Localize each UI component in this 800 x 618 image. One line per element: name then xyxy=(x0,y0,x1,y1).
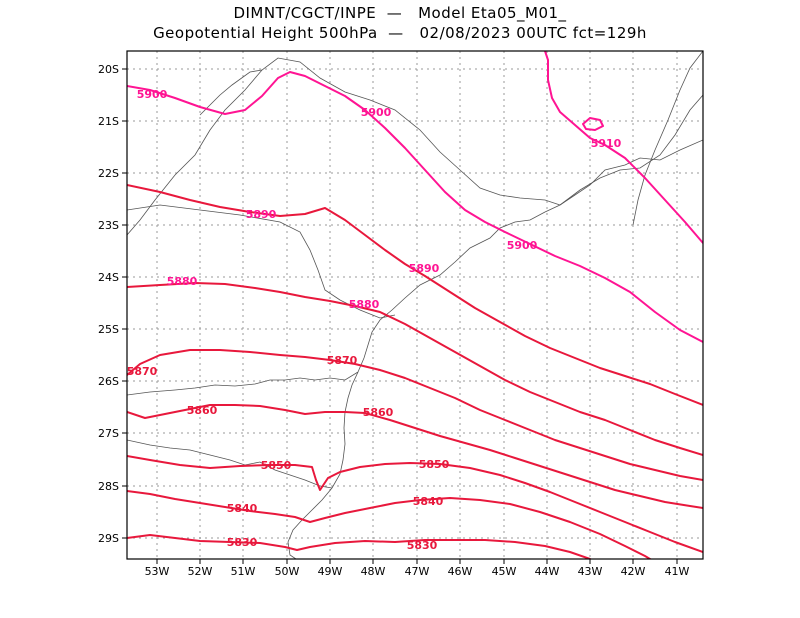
contour-label: 5830 xyxy=(227,536,258,549)
lat-tick-label: 21S xyxy=(98,115,119,128)
lon-tick-label: 47W xyxy=(405,565,430,578)
state-border-sp-mg xyxy=(127,57,561,236)
contour-5840 xyxy=(127,490,652,559)
state-border-rj-es xyxy=(632,51,703,226)
lat-tick-label: 20S xyxy=(98,63,119,76)
lon-tick-label: 44W xyxy=(535,565,560,578)
contour-5870 xyxy=(127,349,703,481)
lon-tick-label: 41W xyxy=(665,565,690,578)
contour-label: 5840 xyxy=(227,502,258,515)
lon-tick-label: 53W xyxy=(145,565,170,578)
map-frame xyxy=(126,50,704,560)
lon-tick-label: 48W xyxy=(361,565,386,578)
contour-5850 xyxy=(127,455,703,553)
contour-5830 xyxy=(127,534,591,559)
contour-5910-west xyxy=(544,51,703,244)
contour-label: 5880 xyxy=(349,298,380,311)
contour-label: 5850 xyxy=(419,458,450,471)
lon-tick-label: 51W xyxy=(231,565,256,578)
contour-5900 xyxy=(127,71,703,343)
contour-5910-loop xyxy=(582,117,604,131)
lon-tick-label: 42W xyxy=(621,565,646,578)
contour-label: 5900 xyxy=(361,106,392,119)
state-border-sc-rs xyxy=(127,439,333,489)
lat-tick-label: 24S xyxy=(98,271,119,284)
lon-tick-label: 52W xyxy=(188,565,213,578)
contour-label: 5830 xyxy=(407,539,438,552)
lon-tick-label: 43W xyxy=(578,565,603,578)
map-title-line-2: Geopotential Height 500hPa — 02/08/2023 … xyxy=(153,24,647,42)
contour-label: 5840 xyxy=(413,495,444,508)
contour-5890 xyxy=(127,184,703,406)
state-border-mg-rj xyxy=(559,94,703,206)
state-border-pr-sc xyxy=(127,371,359,396)
state-border-ms-pr xyxy=(199,69,263,116)
map-title-line-1: DIMNT/CGCT/INPE — Model Eta05_M01_ xyxy=(233,4,567,22)
lat-lon-grid xyxy=(127,51,703,559)
contour-label: 5860 xyxy=(363,406,394,419)
lon-tick-label: 46W xyxy=(448,565,473,578)
contour-5860 xyxy=(127,404,703,509)
lat-tick-label: 29S xyxy=(98,532,119,545)
contour-label: 5900 xyxy=(507,239,538,252)
lon-tick-label: 45W xyxy=(492,565,517,578)
state-border-sp-pr xyxy=(127,204,396,319)
lon-tick-label: 49W xyxy=(318,565,343,578)
contour-label: 5890 xyxy=(409,262,440,275)
contour-label: 5870 xyxy=(127,365,158,378)
lat-tick-label: 22S xyxy=(98,167,119,180)
contour-5880 xyxy=(127,282,703,456)
lat-tick-label: 27S xyxy=(98,427,119,440)
lon-tick-label: 50W xyxy=(275,565,300,578)
contour-label: 5880 xyxy=(167,275,198,288)
contour-label: 5900 xyxy=(137,88,168,101)
lat-tick-label: 25S xyxy=(98,323,119,336)
contour-label: 5870 xyxy=(327,354,358,367)
contour-label: 5850 xyxy=(261,459,292,472)
lat-tick-label: 26S xyxy=(98,375,119,388)
contour-label: 5890 xyxy=(246,208,277,221)
lat-tick-label: 23S xyxy=(98,219,119,232)
contour-label: 5860 xyxy=(187,404,218,417)
contour-label: 5910 xyxy=(591,137,622,150)
lat-tick-label: 28S xyxy=(98,480,119,493)
